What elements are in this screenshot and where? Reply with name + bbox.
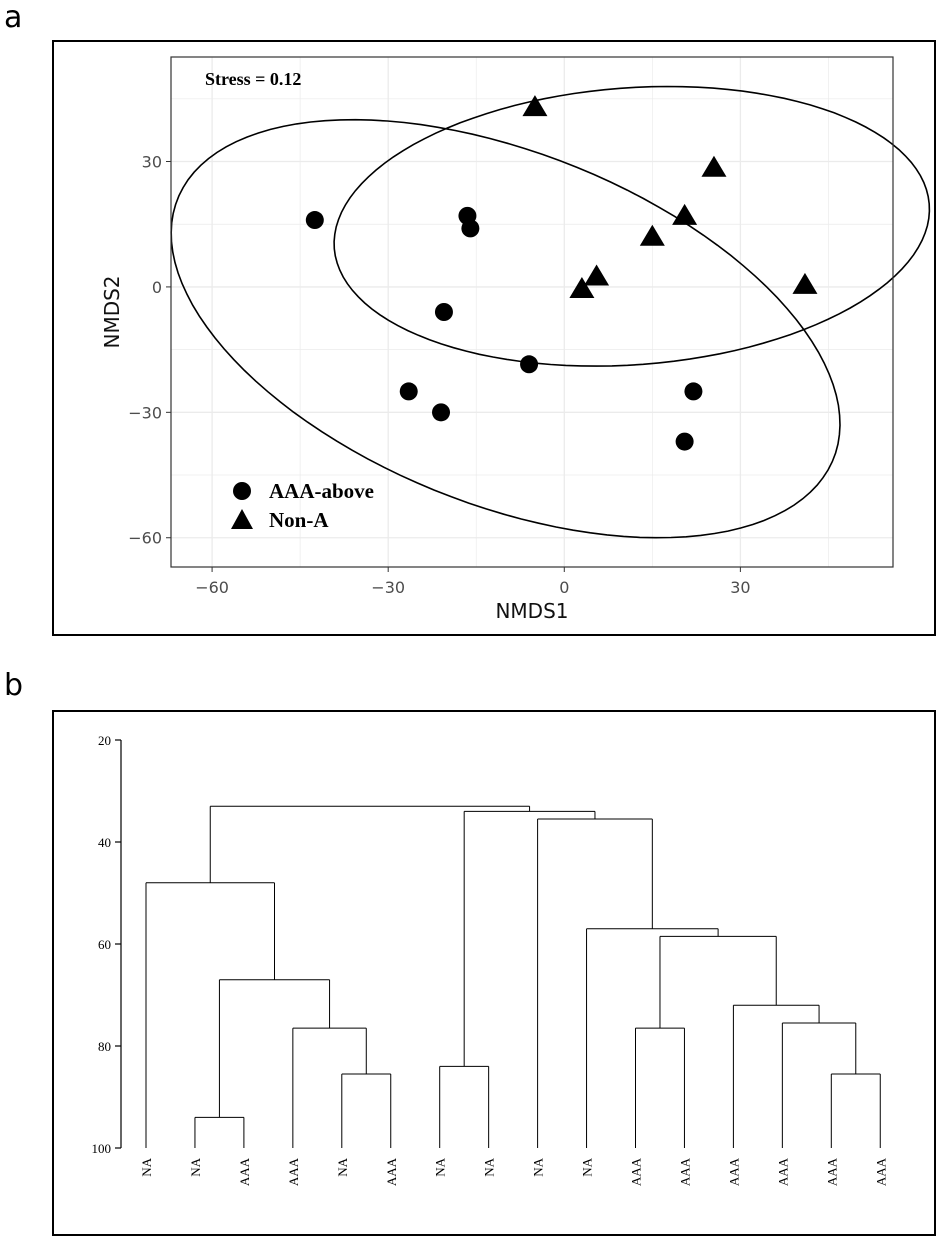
x-axis-label: NMDS1	[495, 599, 568, 623]
legend-circle-marker	[233, 482, 251, 500]
point-aaa-above	[520, 355, 539, 374]
legend: AAA-above Non-A	[231, 479, 374, 532]
point-aaa-above	[675, 432, 694, 451]
leaf-label: AAA	[629, 1157, 644, 1186]
leaf-label: NA	[335, 1157, 350, 1176]
nmds-scatter-plot: −60 −30 0 30 −60 −30 0 30 Stress = 0.12 NMDS1 N…	[100, 56, 931, 623]
point-non-a	[701, 155, 727, 177]
point-non-a	[584, 264, 610, 286]
panel-b-frame	[52, 710, 936, 1236]
leaf-label: AAA	[824, 1157, 839, 1186]
leaf-label: AAA	[677, 1157, 692, 1186]
leaf-label: AAA	[873, 1157, 888, 1186]
x-tick-label: 30	[730, 578, 750, 597]
leaf-label: NA	[531, 1157, 546, 1176]
leaf-label: NA	[433, 1157, 448, 1176]
y-tick-label: 30	[142, 153, 162, 172]
leaf-label: NA	[580, 1157, 595, 1176]
leaf-label: AAA	[286, 1157, 301, 1186]
confidence-ellipses	[170, 85, 931, 539]
y-tick-label: −60	[128, 529, 162, 548]
leaf-label: AAA	[237, 1157, 252, 1186]
point-aaa-above	[461, 219, 480, 238]
point-aaa-above	[684, 382, 703, 401]
y-tick-label: 60	[98, 937, 111, 952]
ellipse-non-a	[333, 85, 931, 367]
y-tick-label: 20	[98, 733, 111, 748]
y-tick-label: 0	[152, 278, 162, 297]
x-tick-label: 0	[559, 578, 569, 597]
y-axis: 20 40 60 80 100	[92, 733, 122, 1156]
leaf-labels: NA NA AAA AAA NA AAA NA NA NA NA AAA AAA AAA AAA AAA AA…	[139, 1157, 888, 1186]
plot-panel-background	[171, 57, 893, 567]
y-tick-label: 100	[92, 1141, 112, 1156]
point-non-a	[569, 277, 595, 299]
point-non-a	[522, 95, 548, 117]
dendrogram: 20 40 60 80 100 NA NA AAA AAA NA AAA NA NA NA NA AAA AA…	[92, 733, 889, 1186]
y-tick-label: −30	[128, 403, 162, 422]
x-tick-label: −60	[195, 578, 229, 597]
y-tick-label: 80	[98, 1039, 111, 1054]
legend-label-aaa-above: AAA-above	[269, 479, 374, 503]
point-aaa-above	[305, 211, 324, 230]
leaf-label: NA	[139, 1157, 154, 1176]
point-aaa-above	[432, 403, 451, 422]
leaf-label: NA	[188, 1157, 203, 1176]
legend-triangle-marker	[231, 509, 253, 529]
gridlines	[171, 57, 893, 567]
stress-annotation: Stress = 0.12	[205, 69, 301, 89]
dendrogram-branches	[145, 805, 881, 1148]
panel-label-a: a	[4, 0, 23, 35]
y-tick-label: 40	[98, 835, 111, 850]
point-non-a	[672, 203, 698, 225]
point-aaa-above	[399, 382, 418, 401]
axis-ticks: −60 −30 0 30 −60 −30 0 30	[128, 153, 750, 597]
leaf-label: AAA	[384, 1157, 399, 1186]
ellipse-aaa-above	[170, 118, 841, 539]
panel-a-frame	[52, 40, 936, 636]
plot-panel-border	[170, 56, 894, 568]
legend-label-non-a: Non-A	[269, 508, 329, 532]
x-tick-label: −30	[371, 578, 405, 597]
y-axis-label: NMDS2	[100, 275, 124, 348]
leaf-label: AAA	[775, 1157, 790, 1186]
leaf-label: AAA	[726, 1157, 741, 1186]
point-aaa-above	[434, 303, 453, 321]
leaf-label: NA	[482, 1157, 497, 1176]
panel-label-b: b	[4, 668, 24, 703]
point-non-a	[639, 224, 665, 246]
point-non-a	[792, 272, 818, 294]
data-points	[305, 95, 818, 451]
